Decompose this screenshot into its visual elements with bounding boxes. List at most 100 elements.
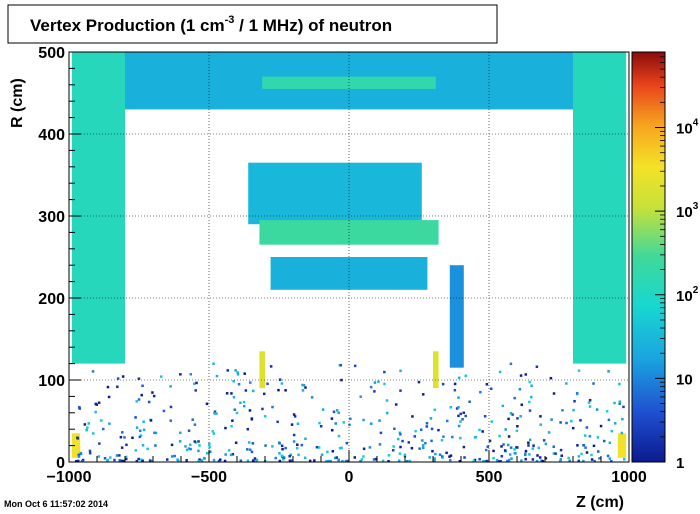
scatter-cell	[572, 408, 575, 412]
scatter-cell	[503, 449, 507, 452]
scatter-cell	[315, 445, 319, 449]
scatter-cell	[246, 459, 250, 462]
scatter-cell	[74, 459, 78, 463]
scatter-cell	[607, 370, 610, 373]
scatter-cell	[520, 403, 524, 406]
scatter-cell	[440, 438, 444, 442]
title-box	[7, 4, 498, 44]
scatter-cell	[424, 441, 427, 445]
scatter-cell	[319, 425, 323, 428]
scatter-cell	[417, 380, 421, 384]
scatter-cell	[520, 459, 523, 462]
scatter-cell	[582, 459, 585, 463]
scatter-cell	[449, 406, 453, 409]
heatmap-regions	[71, 52, 627, 458]
scatter-cell	[593, 459, 596, 463]
scatter-cell	[385, 399, 389, 402]
region-bottom-hot-left	[259, 351, 265, 389]
scatter-cell	[398, 452, 402, 455]
scatter-cell	[582, 444, 586, 447]
scatter-cell	[148, 459, 152, 462]
scatter-cell	[411, 415, 414, 418]
scatter-cell	[585, 451, 589, 454]
scatter-cell	[193, 440, 196, 443]
scatter-cell	[237, 382, 241, 386]
scatter-cell	[149, 419, 153, 422]
scatter-cell	[516, 425, 519, 428]
scatter-cell	[212, 432, 216, 435]
scatter-cell	[308, 459, 312, 463]
region-right-plate	[449, 265, 464, 368]
colorbar-tick-label: 103	[676, 201, 699, 221]
scatter-cell	[349, 417, 352, 421]
scatter-cell	[253, 457, 257, 460]
scatter-cell	[290, 423, 294, 426]
scatter-cell	[189, 373, 192, 376]
scatter-cell	[248, 409, 252, 412]
scatter-cell	[511, 413, 514, 416]
scatter-cell	[559, 458, 563, 461]
scatter-cell	[509, 362, 513, 366]
scatter-cell	[549, 376, 553, 380]
scatter-cell	[519, 374, 523, 377]
scatter-cell	[263, 415, 267, 418]
scatter-cell	[91, 432, 95, 435]
scatter-cell	[359, 459, 362, 463]
scatter-cell	[124, 455, 128, 459]
scatter-cell	[231, 453, 235, 456]
region-inner-wedge	[270, 257, 428, 290]
scatter-cell	[194, 389, 197, 392]
scatter-cell	[472, 459, 476, 463]
scatter-cell	[509, 453, 512, 456]
scatter-cell	[109, 456, 112, 459]
scatter-cell	[296, 422, 300, 425]
scatter-cell	[461, 417, 464, 421]
scatter-cell	[539, 423, 543, 426]
scatter-cell	[501, 404, 505, 408]
scatter-cell	[431, 449, 434, 453]
scatter-cell	[516, 417, 519, 420]
scatter-cell	[140, 458, 143, 461]
scatter-cell	[288, 459, 292, 462]
scatter-cell	[106, 458, 110, 462]
scatter-cell	[271, 445, 274, 448]
scatter-cell	[269, 365, 273, 368]
scatter-cell	[464, 414, 467, 418]
scatter-cell	[290, 459, 294, 462]
scatter-cell	[266, 382, 269, 386]
scatter-cell	[236, 373, 240, 376]
scatter-cell	[134, 416, 137, 419]
scatter-cell	[445, 451, 448, 455]
scatter-cell	[83, 423, 87, 426]
scatter-cell	[321, 408, 325, 411]
scatter-cell	[102, 427, 105, 431]
scatter-cell	[296, 443, 299, 446]
scatter-cell	[97, 401, 101, 404]
y-tick-label: 200	[38, 291, 65, 308]
scatter-cell	[498, 370, 502, 374]
scatter-cell	[119, 435, 123, 439]
scatter-cell	[481, 430, 484, 433]
scatter-cell	[360, 458, 364, 461]
scatter-cell	[340, 378, 343, 382]
scatter-cell	[88, 449, 92, 453]
scatter-cell	[337, 411, 340, 415]
scatter-cell	[438, 453, 442, 456]
scatter-cell	[394, 403, 398, 406]
scatter-cell	[125, 457, 128, 461]
scatter-cell	[622, 405, 625, 409]
scatter-cell	[208, 442, 211, 446]
scatter-cell	[121, 431, 124, 434]
scatter-cell	[448, 458, 452, 462]
region-forward-hot-left	[71, 433, 81, 458]
y-tick-label: 100	[38, 373, 65, 390]
scatter-cell	[179, 431, 182, 435]
scatter-cell	[430, 427, 434, 431]
scatter-cell	[502, 443, 505, 446]
scatter-cell	[421, 446, 425, 450]
scatter-cell	[278, 452, 281, 455]
scatter-cell	[531, 458, 535, 461]
scatter-cell	[176, 458, 179, 461]
scatter-cell	[613, 422, 617, 425]
scatter-cell	[146, 447, 149, 451]
